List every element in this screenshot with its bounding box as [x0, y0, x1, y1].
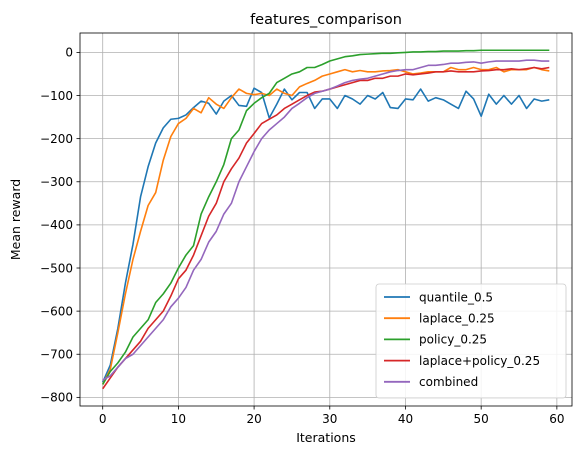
- legend-label: combined: [419, 375, 478, 389]
- x-tick-label: 50: [474, 412, 489, 426]
- x-tick-label: 60: [549, 412, 564, 426]
- axis-ticks: 0 10 20 30 40 50 60 0 −100 −200 −300 −400 −500 −600 −7…: [40, 46, 564, 426]
- series-line-1: [101, 66, 550, 385]
- x-tick-label: 0: [99, 412, 107, 426]
- x-axis-label: Iterations: [296, 430, 356, 445]
- x-tick-label: 30: [322, 412, 337, 426]
- series-line-4: [102, 59, 550, 381]
- y-tick-label: −400: [40, 218, 73, 232]
- y-tick-label: −500: [40, 261, 73, 275]
- x-tick-label: 20: [246, 412, 261, 426]
- x-tick-label: 10: [171, 412, 186, 426]
- plot-frame: [79, 32, 573, 407]
- series-line-0: [101, 87, 550, 383]
- y-axis-label: Mean reward: [8, 179, 23, 260]
- legend-label: quantile_0.5: [419, 290, 493, 304]
- series-line-2: [102, 49, 550, 385]
- legend-label: laplace+policy_0.25: [419, 354, 540, 368]
- legend-box: [375, 283, 567, 399]
- legend-label: policy_0.25: [419, 333, 487, 347]
- y-tick-label: −100: [40, 89, 73, 103]
- legend-label: laplace_0.25: [419, 312, 495, 326]
- x-tick-label: 40: [398, 412, 413, 426]
- legend: quantile_0.5 laplace_0.25 policy_0.25lapla…: [375, 283, 567, 399]
- y-tick-label: −800: [40, 391, 73, 405]
- chart-title: features_comparison: [250, 12, 402, 28]
- y-tick-label: −700: [40, 348, 73, 362]
- y-tick-label: −600: [40, 304, 73, 318]
- y-tick-label: 0: [65, 46, 73, 60]
- y-tick-label: −300: [40, 175, 73, 189]
- series-lines: [101, 49, 550, 390]
- y-tick-label: −200: [40, 132, 73, 146]
